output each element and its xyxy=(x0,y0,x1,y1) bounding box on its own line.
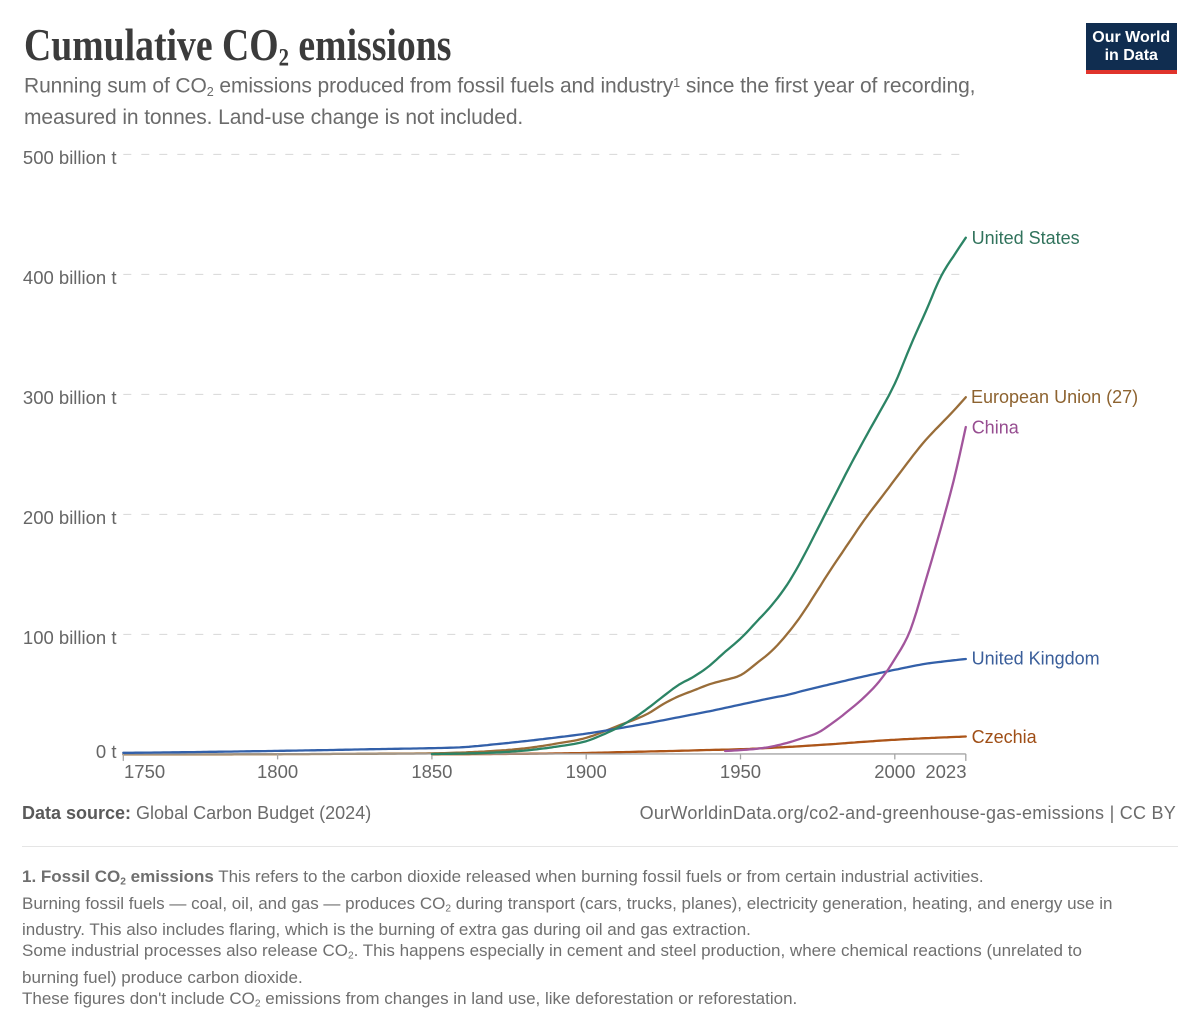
svg-text:United States: United States xyxy=(972,228,1080,248)
svg-text:1950: 1950 xyxy=(720,761,761,782)
svg-text:1800: 1800 xyxy=(257,761,298,782)
svg-text:400 billion t: 400 billion t xyxy=(23,267,117,288)
svg-text:500 billion t: 500 billion t xyxy=(23,147,117,168)
svg-text:Czechia: Czechia xyxy=(972,727,1038,747)
svg-text:1900: 1900 xyxy=(566,761,607,782)
svg-text:300 billion t: 300 billion t xyxy=(23,387,117,408)
svg-text:United Kingdom: United Kingdom xyxy=(972,649,1100,669)
svg-text:0 t: 0 t xyxy=(96,741,117,762)
svg-text:100 billion t: 100 billion t xyxy=(23,627,117,648)
svg-text:European Union (27): European Union (27) xyxy=(971,387,1138,407)
svg-text:2000: 2000 xyxy=(874,761,915,782)
svg-text:1750: 1750 xyxy=(124,761,165,782)
svg-text:1850: 1850 xyxy=(411,761,452,782)
svg-text:200 billion t: 200 billion t xyxy=(23,507,117,528)
svg-text:2023: 2023 xyxy=(925,761,966,782)
svg-text:China: China xyxy=(972,418,1020,438)
